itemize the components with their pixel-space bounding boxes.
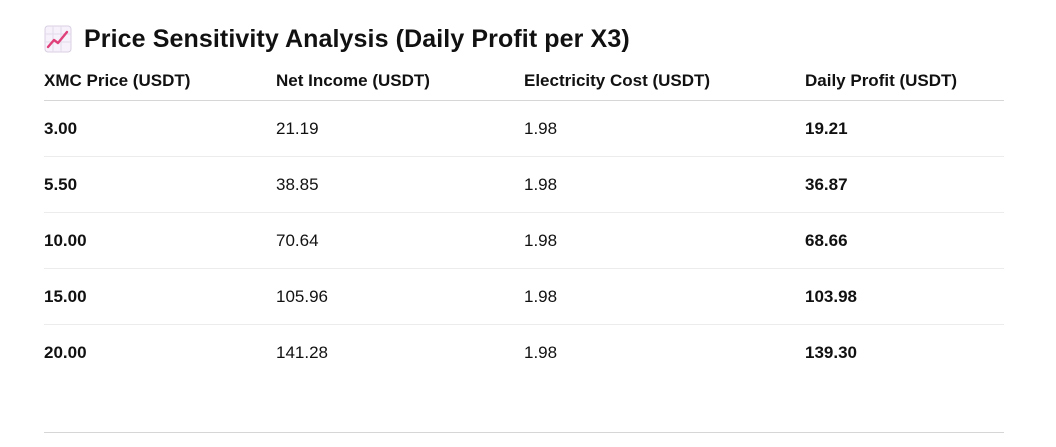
cell-electricity-cost: 1.98 [524, 342, 558, 362]
column-header-net-income: Net Income (USDT) [276, 62, 524, 101]
chart-increasing-icon [44, 25, 72, 53]
cell-daily-profit: 68.66 [805, 212, 1004, 269]
cell-net-income: 105.96 [276, 268, 524, 325]
column-header-electricity-cost: Electricity Cost (USDT) [524, 62, 805, 101]
cell-xmc-price: 5.50 [44, 156, 276, 213]
bottom-divider [44, 432, 1004, 433]
table-row: 5.50 38.85 1.98 36.87 [44, 156, 1004, 213]
cell-net-income: 38.85 [276, 156, 524, 213]
cell-daily-profit: 139.30 [805, 342, 857, 362]
cell-xmc-price: 3.00 [44, 100, 276, 157]
table-row: 15.00 105.96 1.98 103.98 [44, 268, 1004, 325]
cell-xmc-price: 10.00 [44, 212, 276, 269]
cell-electricity-cost: 1.98 [524, 100, 805, 157]
cell-daily-profit: 19.21 [805, 100, 1004, 157]
cell-xmc-price: 15.00 [44, 268, 276, 325]
table-row: 10.00 70.64 1.98 68.66 [44, 212, 1004, 269]
page-title: Price Sensitivity Analysis (Daily Profit… [84, 24, 630, 53]
cell-electricity-cost: 1.98 [524, 268, 805, 325]
column-header-xmc-price: XMC Price (USDT) [44, 62, 276, 101]
cell-daily-profit: 36.87 [805, 156, 1004, 213]
column-header-daily-profit: Daily Profit (USDT) [805, 62, 1004, 101]
cell-daily-profit: 103.98 [805, 268, 1004, 325]
table-row: 3.00 21.19 1.98 19.21 [44, 100, 1004, 157]
cell-electricity-cost: 1.98 [524, 212, 805, 269]
cell-xmc-price: 20.00 [44, 342, 87, 362]
price-sensitivity-table: XMC Price (USDT) Net Income (USDT) Elect… [44, 62, 1004, 380]
cell-net-income: 141.28 [276, 342, 328, 362]
table-row: 20.00 141.28 1.98 139.30 [44, 325, 1004, 381]
table-header-row: XMC Price (USDT) Net Income (USDT) Elect… [44, 62, 1004, 101]
cell-net-income: 70.64 [276, 212, 524, 269]
title-row: Price Sensitivity Analysis (Daily Profit… [44, 22, 630, 56]
cell-electricity-cost: 1.98 [524, 156, 805, 213]
cell-net-income: 21.19 [276, 100, 524, 157]
